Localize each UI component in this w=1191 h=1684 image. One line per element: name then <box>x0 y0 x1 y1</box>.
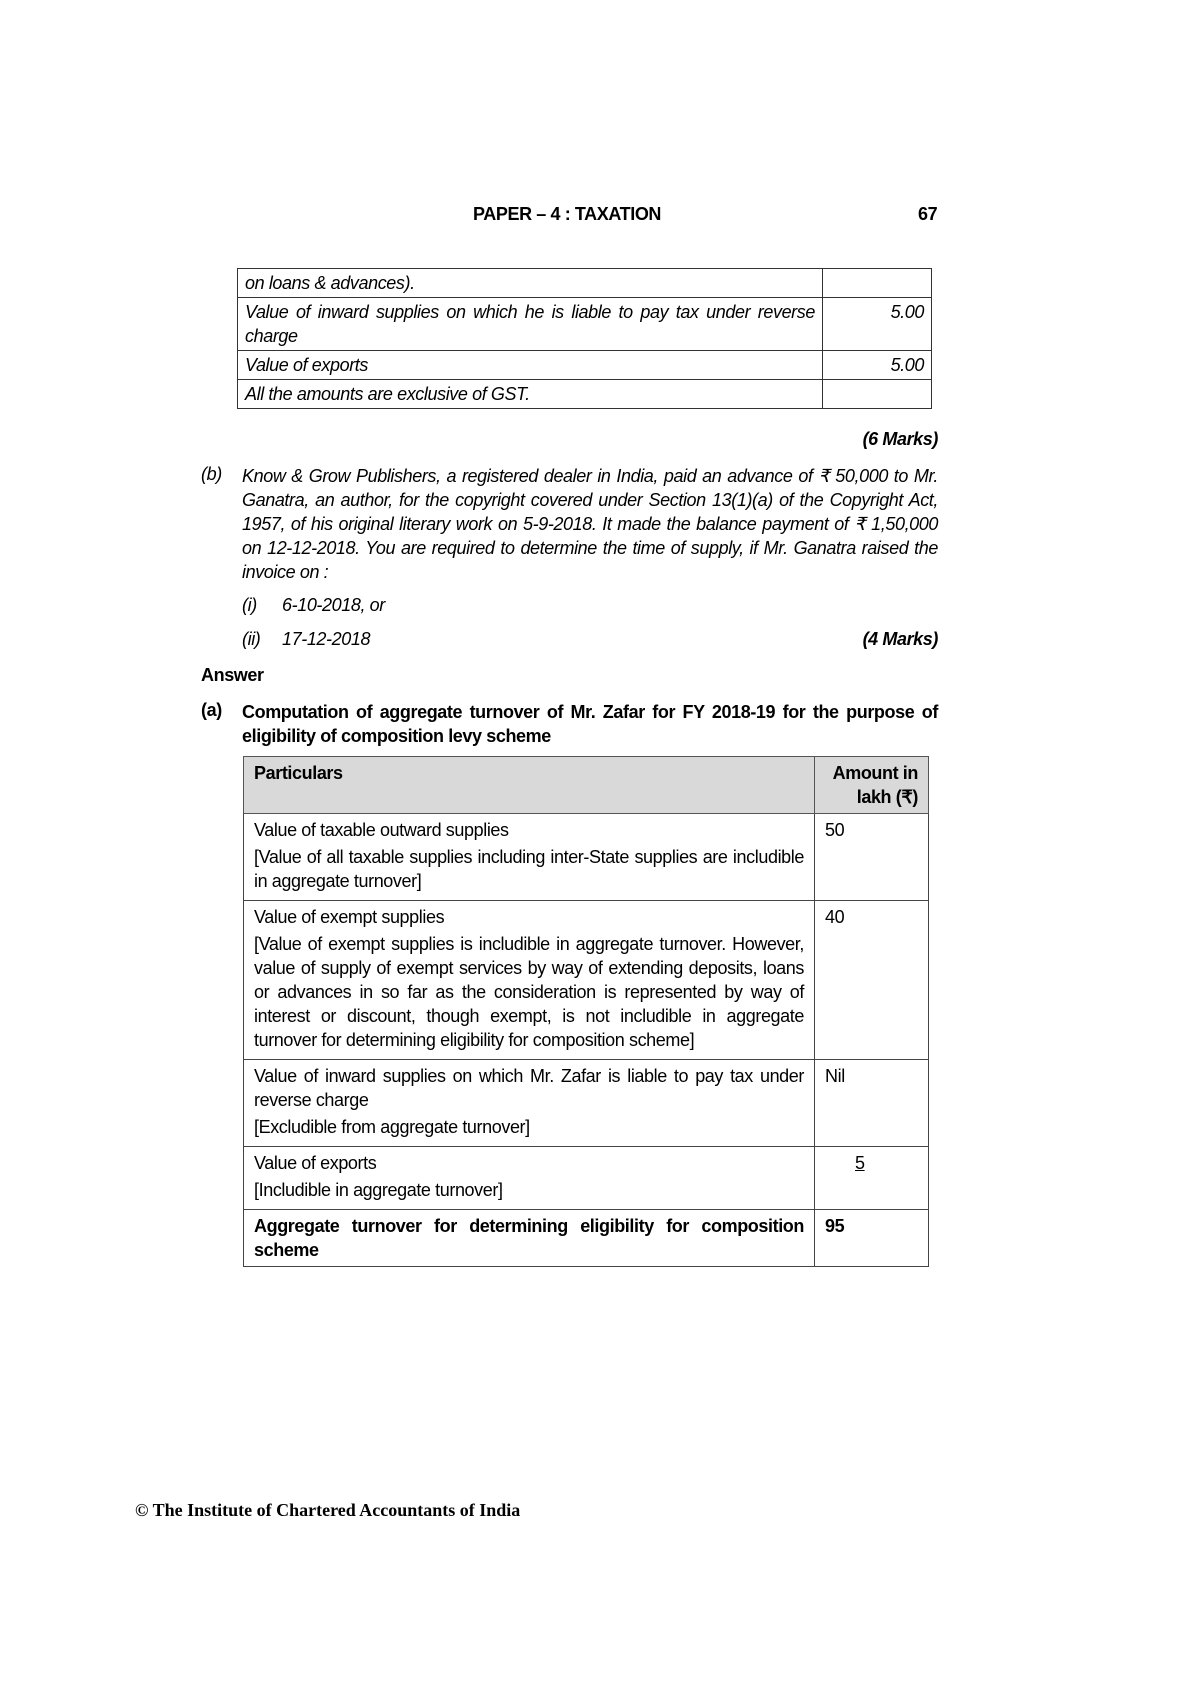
marks: (6 Marks) <box>862 429 939 449</box>
table-row: Value of exports [Includible in aggregate… <box>243 1146 929 1210</box>
table-row: Value of taxable outward supplies [Value … <box>243 813 929 901</box>
table-row: All the amounts are exclusive of GST. <box>237 379 932 409</box>
table-row: Value of exempt supplies [Value of exempt… <box>243 900 929 1060</box>
option-text: 6-10-2018, or <box>282 595 385 615</box>
page-header-title: PAPER – 4 : TAXATION <box>473 204 662 224</box>
answer-heading: Answer <box>201 665 264 685</box>
question-table-continued: on loans & advances). Value of inward su… <box>237 268 932 409</box>
option-label: (ii) <box>242 629 261 649</box>
option-text: 17-12-2018 <box>282 629 371 649</box>
aggregate-turnover-table: Particulars Amount in lakh (₹) Value of … <box>243 756 929 1267</box>
answer-label: (a) <box>201 700 222 720</box>
question-label: (b) <box>201 464 222 484</box>
table-row: Value of exports 5.00 <box>237 350 932 380</box>
table-header-row: Particulars Amount in lakh (₹) <box>243 756 929 814</box>
table-row: on loans & advances). <box>237 268 932 298</box>
page-number: 67 <box>918 204 938 224</box>
table-row: Value of inward supplies on which he is … <box>237 297 932 351</box>
option-label: (i) <box>242 595 257 615</box>
answer-heading-text: Computation of aggregate turnover of Mr.… <box>242 702 938 746</box>
table-row: Value of inward supplies on which Mr. Za… <box>243 1059 929 1147</box>
table-total-row: Aggregate turnover for determining eligi… <box>243 1209 929 1267</box>
question-text: Know & Grow Publishers, a registered dea… <box>242 466 938 582</box>
footer-copyright: © The Institute of Chartered Accountants… <box>135 1500 521 1520</box>
marks: (4 Marks) <box>862 629 939 649</box>
